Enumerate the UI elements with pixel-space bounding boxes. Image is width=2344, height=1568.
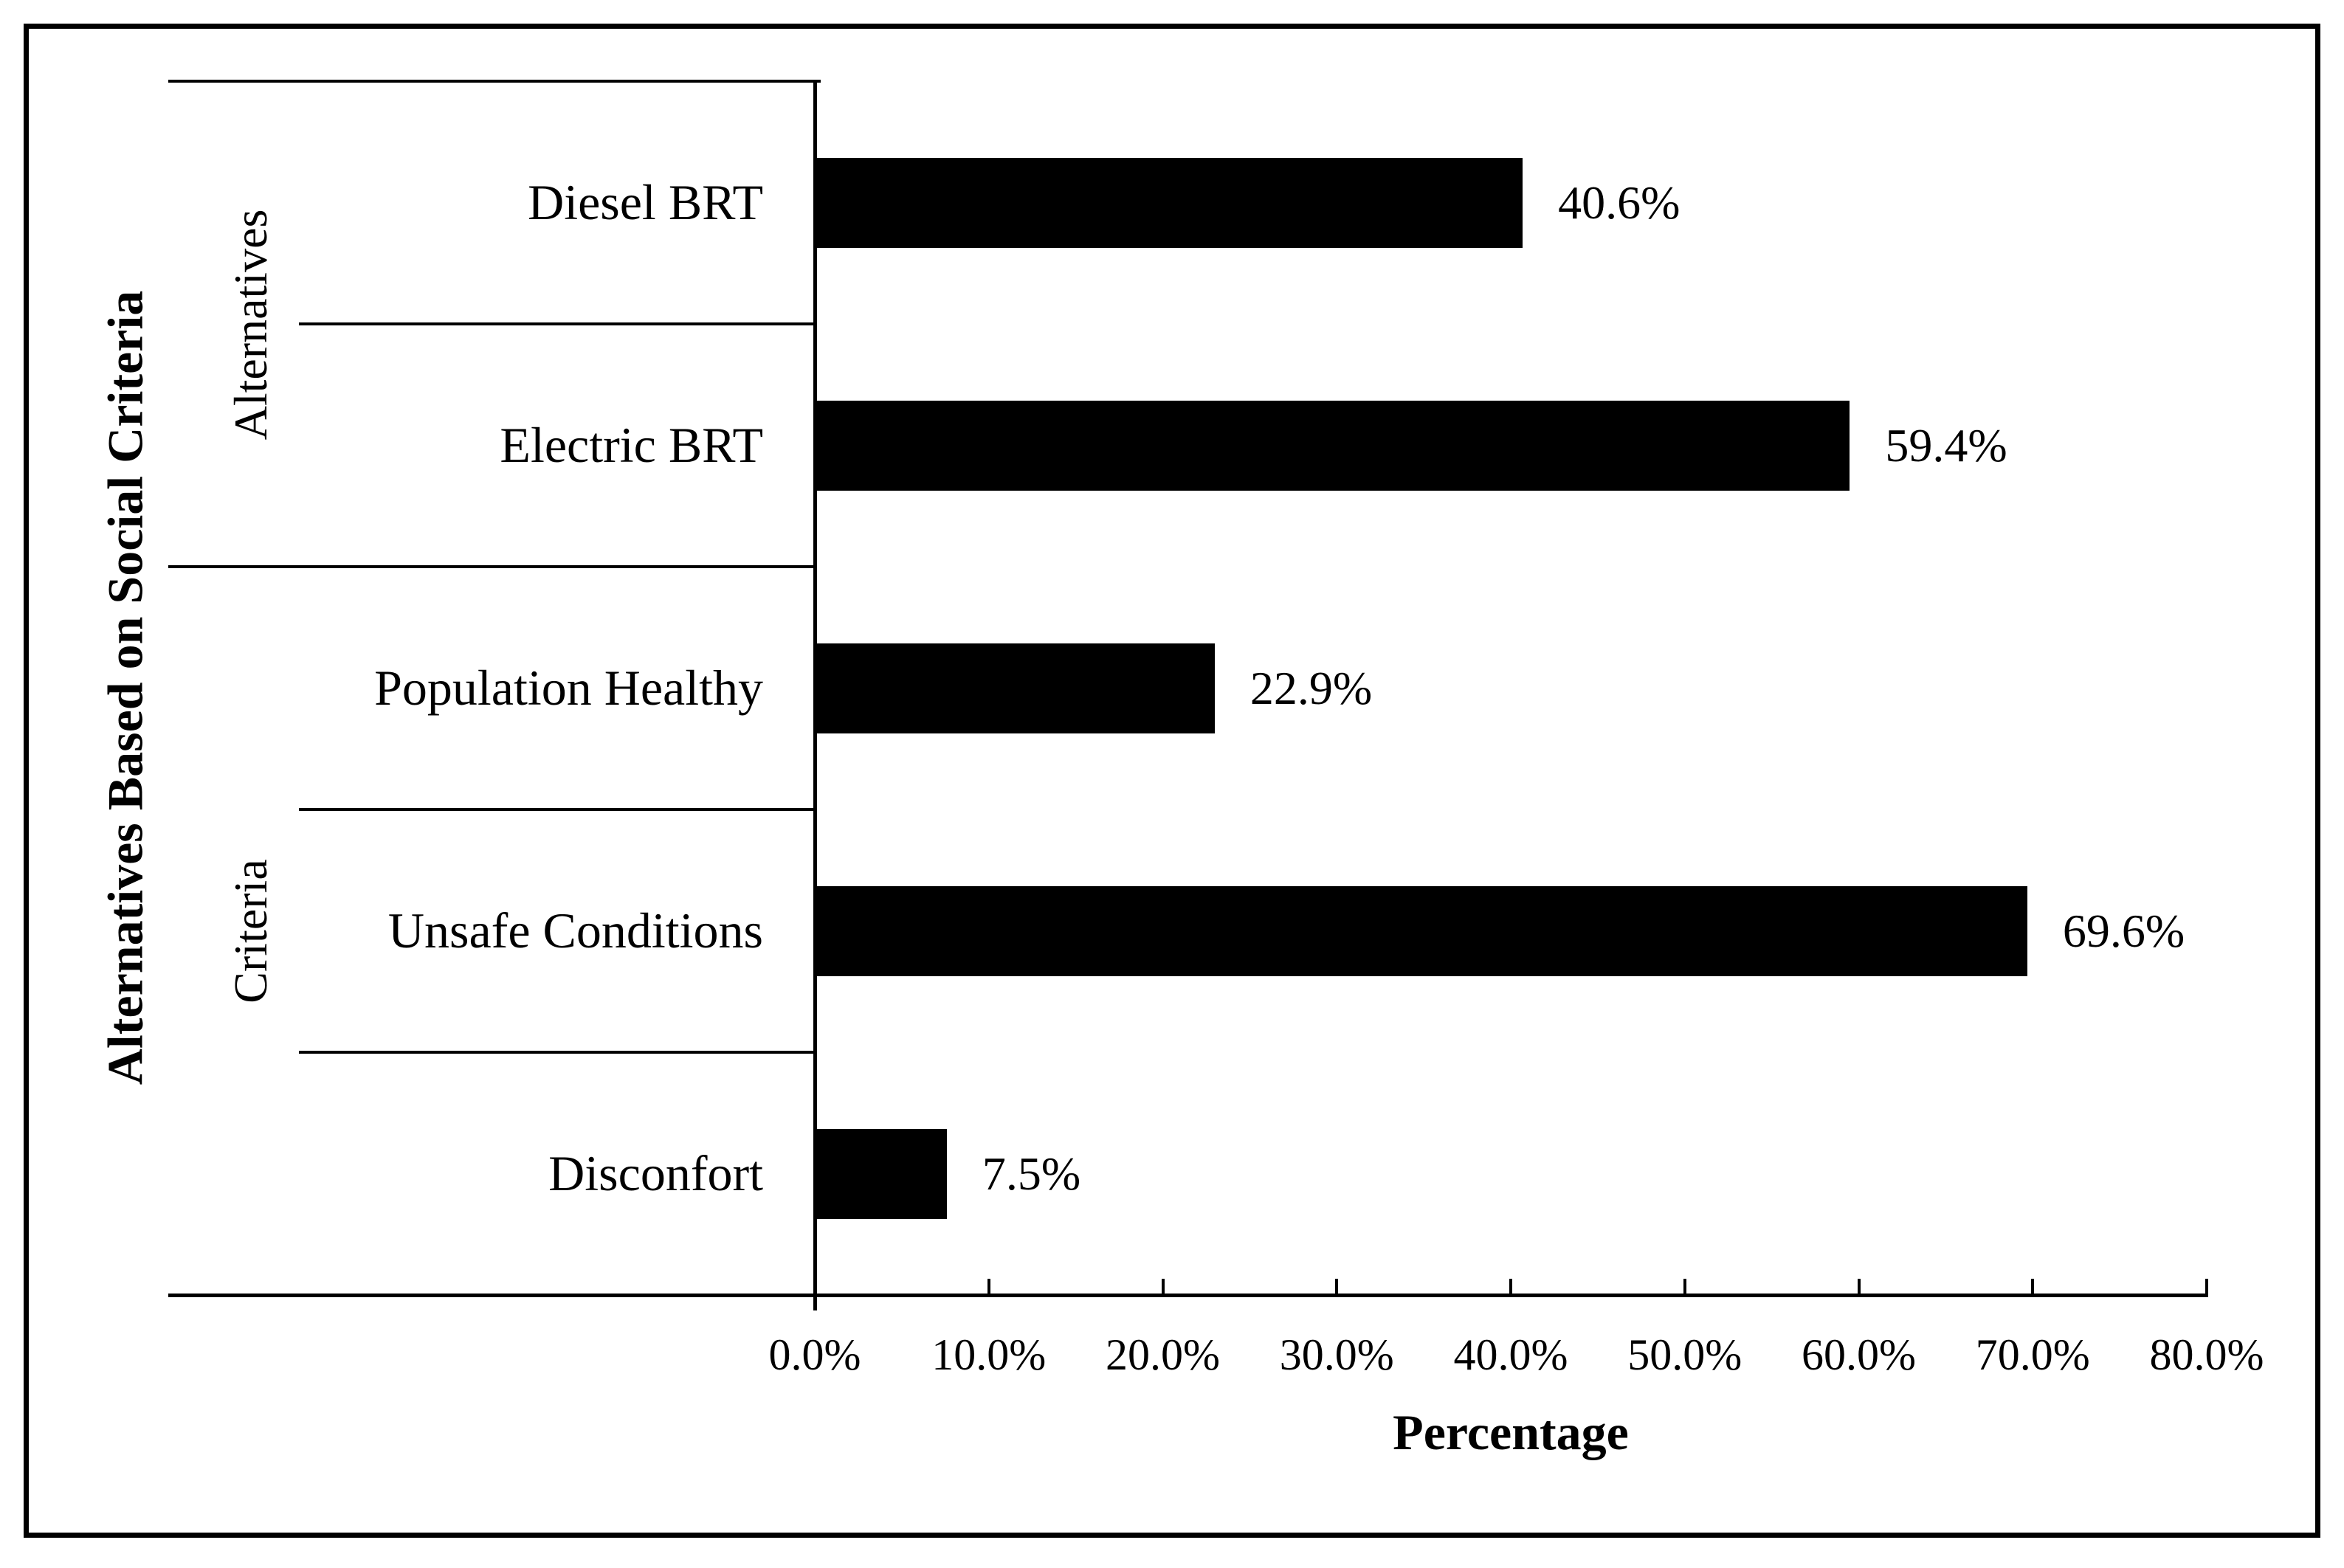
figure-frame xyxy=(24,24,2320,1538)
axis-tick xyxy=(1683,1279,1686,1295)
x-tick-label: 10.0% xyxy=(931,1330,1047,1379)
group-separator-line xyxy=(168,565,815,568)
bar xyxy=(816,1128,947,1219)
category-label: Disconfort xyxy=(548,1145,763,1201)
x-tick-label: 50.0% xyxy=(1627,1330,1743,1379)
axis-tick xyxy=(2031,1279,2035,1295)
category-label: Unsafe Conditions xyxy=(387,902,763,959)
x-axis-title: Percentage xyxy=(1393,1404,1629,1460)
category-label: Electric BRT xyxy=(500,417,763,473)
x-tick-label: 30.0% xyxy=(1279,1330,1394,1379)
category-label: Population Healthy xyxy=(374,660,763,716)
x-tick-label: 70.0% xyxy=(1975,1330,2090,1379)
y-axis-line xyxy=(813,80,817,1310)
axis-tick xyxy=(1335,1279,1339,1295)
category-separator-line xyxy=(299,808,815,811)
axis-tick xyxy=(2205,1279,2208,1295)
bar xyxy=(816,400,1850,491)
axis-tick xyxy=(1509,1279,1512,1295)
bar xyxy=(816,643,1215,733)
x-tick-label: 60.0% xyxy=(1802,1330,1916,1379)
plot-top-border xyxy=(168,80,821,83)
bar xyxy=(816,885,2027,976)
axis-tick xyxy=(987,1279,990,1295)
x-tick-label: 0.0% xyxy=(768,1330,861,1379)
bar-value-label: 69.6% xyxy=(2062,904,2185,957)
bar xyxy=(816,157,1523,248)
category-separator-line xyxy=(299,1051,815,1054)
axis-tick xyxy=(1857,1279,1861,1295)
x-axis-line xyxy=(168,1293,2208,1297)
bar-value-label: 22.9% xyxy=(1249,661,1373,714)
bar-value-label: 7.5% xyxy=(982,1147,1081,1200)
y-axis-title-text: Alternatives Based on Social Criteria xyxy=(97,290,154,1085)
x-tick-label: 40.0% xyxy=(1453,1330,1568,1379)
bar-value-label: 59.4% xyxy=(1885,418,2007,472)
x-tick-label: 80.0% xyxy=(2149,1330,2264,1379)
bar-value-label: 40.6% xyxy=(1558,176,1681,229)
axis-tick xyxy=(1161,1279,1165,1295)
x-tick-label: 20.0% xyxy=(1106,1330,1220,1379)
category-label: Diesel BRT xyxy=(528,174,763,230)
category-separator-line xyxy=(299,322,815,325)
